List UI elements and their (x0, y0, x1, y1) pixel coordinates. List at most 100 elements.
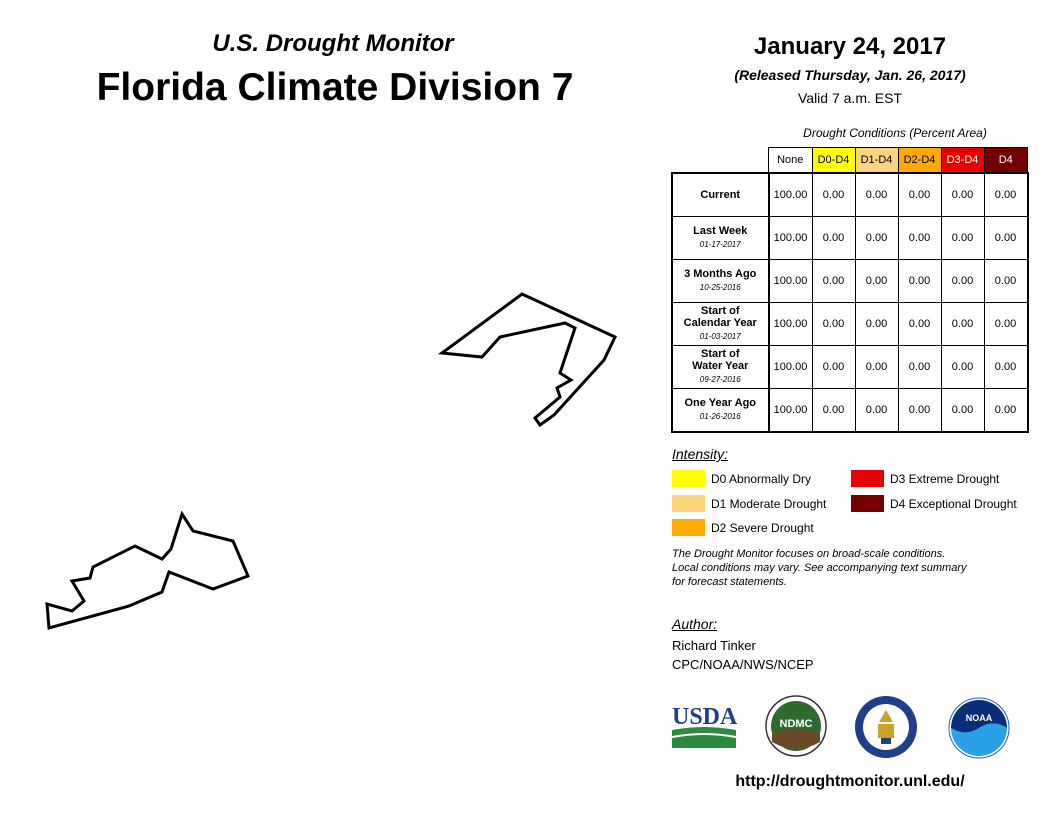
table-cell: 0.00 (854, 172, 899, 217)
row-label: 3 Months Ago 10-25-2016 (671, 259, 770, 303)
table-cell: 0.00 (897, 388, 942, 433)
legend-label-d3: D3 Extreme Drought (890, 471, 1000, 486)
table-cell: 0.00 (897, 216, 942, 260)
table-cell: 0.00 (811, 259, 856, 303)
legend-swatch-d3 (851, 470, 884, 487)
column-header: D2-D4 (897, 147, 942, 174)
row-label: One Year Ago 01-26-2016 (671, 388, 770, 433)
table-cell: 0.00 (854, 259, 899, 303)
monitor-subtitle: U.S. Drought Monitor (212, 30, 454, 57)
table-cell: 0.00 (940, 259, 985, 303)
table-cell: 0.00 (854, 216, 899, 260)
division-map (45, 292, 618, 630)
table-cell: 0.00 (897, 302, 942, 346)
table-cell: 100.00 (768, 172, 813, 217)
legend-swatch-d2 (672, 519, 705, 536)
row-label-date: 01-26-2016 (699, 412, 741, 421)
table-cell: 0.00 (940, 388, 985, 433)
column-header: D3-D4 (940, 147, 985, 174)
map-date: January 24, 2017 (753, 33, 947, 60)
map-title: Florida Climate Division 7 (96, 66, 574, 109)
row-label-name: Start of Water Year (692, 348, 749, 372)
ndmc-logo: NDMC (765, 695, 827, 757)
table-cell: 0.00 (854, 302, 899, 346)
table-row: One Year Ago 01-26-2016 100.00 0.00 0.00 0.00… (671, 388, 1029, 433)
table-row: Last Week 01-17-2017 100.00 0.00 0.00 0.00 0.0… (671, 216, 1029, 260)
usda-logo: USDA (672, 704, 738, 748)
table-cell: 0.00 (983, 345, 1029, 389)
row-label-name: Start of Calendar Year (683, 305, 757, 329)
disclaimer-line: The Drought Monitor focuses on broad-sca… (672, 548, 946, 560)
table-cell: 0.00 (854, 388, 899, 433)
table-cell: 0.00 (811, 388, 856, 433)
legend-item-d4: D4 Exceptional Drought (851, 495, 1017, 512)
legend-swatch-d0 (672, 470, 705, 487)
usda-logo-text: USDA (672, 704, 738, 730)
column-header: D4 (983, 147, 1028, 174)
table-cell: 0.00 (983, 302, 1029, 346)
valid-time: Valid 7 a.m. EST (797, 90, 902, 106)
table-row: Current 100.00 0.00 0.00 0.00 0.00 0.00 (671, 172, 1029, 217)
row-label-date: 09-27-2016 (699, 375, 741, 384)
table-cell: 0.00 (897, 172, 942, 217)
table-cell: 0.00 (940, 302, 985, 346)
table-cell: 100.00 (768, 388, 813, 433)
noaa-logo-text: NOAA (966, 713, 993, 723)
table-cell: 0.00 (940, 172, 985, 217)
drought-conditions-table: None D0-D4 D1-D4 D2-D4 D3-D4 D4 Current 1… (671, 147, 1029, 433)
table-cell: 0.00 (811, 216, 856, 260)
disclaimer-line: for forecast statements. (672, 576, 787, 588)
column-header: D1-D4 (854, 147, 899, 174)
release-date: (Released Thursday, Jan. 26, 2017) (734, 67, 966, 83)
table-cell: 100.00 (768, 259, 813, 303)
row-label-name: Last Week (693, 225, 748, 237)
table-cell: 0.00 (811, 172, 856, 217)
table-cell: 0.00 (854, 345, 899, 389)
table-header-blank (672, 148, 769, 174)
website-link[interactable]: http://droughtmonitor.unl.edu/ (735, 773, 965, 790)
row-label: Start of Calendar Year 01-03-2017 (671, 302, 770, 346)
legend-item-d2: D2 Severe Drought (672, 519, 814, 536)
table-header-row: None D0-D4 D1-D4 D2-D4 D3-D4 D4 (672, 147, 1028, 174)
row-label: Current (671, 172, 770, 217)
table-caption: Drought Conditions (Percent Area) (803, 126, 987, 140)
table-cell: 0.00 (897, 345, 942, 389)
row-label: Last Week 01-17-2017 (671, 216, 770, 260)
row-label-date: 01-03-2017 (699, 332, 741, 341)
row-label-date: 01-17-2017 (699, 240, 741, 249)
legend-label-d2: D2 Severe Drought (711, 520, 814, 535)
table-cell: 100.00 (768, 216, 813, 260)
legend-swatch-d4 (851, 495, 884, 512)
table-cell: 0.00 (811, 345, 856, 389)
row-label-name: 3 Months Ago (684, 268, 757, 280)
column-header: D0-D4 (811, 147, 856, 174)
table-row: 3 Months Ago 10-25-2016 100.00 0.00 0.00 0.00… (671, 259, 1029, 303)
legend-label-d4: D4 Exceptional Drought (890, 496, 1017, 511)
table-cell: 0.00 (983, 172, 1029, 217)
legend-item-d0: D0 Abnormally Dry (672, 470, 811, 487)
table-cell: 100.00 (768, 345, 813, 389)
table-cell: 100.00 (768, 302, 813, 346)
legend-title: Intensity: (672, 446, 729, 462)
row-label-name: One Year Ago (684, 397, 757, 409)
legend-item-d1: D1 Moderate Drought (672, 495, 826, 512)
map-region-east (437, 292, 618, 428)
author-title: Author: (672, 616, 718, 632)
legend-item-d3: D3 Extreme Drought (851, 470, 999, 487)
author-name: Richard Tinker (672, 638, 756, 653)
row-label-name: Current (700, 189, 741, 201)
author-org: CPC/NOAA/NWS/NCEP (672, 657, 814, 672)
row-label-date: 10-25-2016 (699, 283, 741, 292)
legend-label-d0: D0 Abnormally Dry (711, 471, 812, 486)
table-cell: 0.00 (983, 388, 1029, 433)
table-cell: 0.00 (983, 216, 1029, 260)
table-row: Start of Calendar Year 01-03-2017 100.00 0.… (671, 302, 1029, 346)
legend-label-d1: D1 Moderate Drought (711, 496, 827, 511)
noaa-logo: NOAA (948, 697, 1010, 759)
table-cell: 0.00 (897, 259, 942, 303)
table-cell: 0.00 (940, 345, 985, 389)
table-cell: 0.00 (983, 259, 1029, 303)
row-label: Start of Water Year 09-27-2016 (671, 345, 770, 389)
table-row: Start of Water Year 09-27-2016 100.00 0.00 0… (671, 345, 1029, 389)
map-region-west (45, 510, 250, 630)
